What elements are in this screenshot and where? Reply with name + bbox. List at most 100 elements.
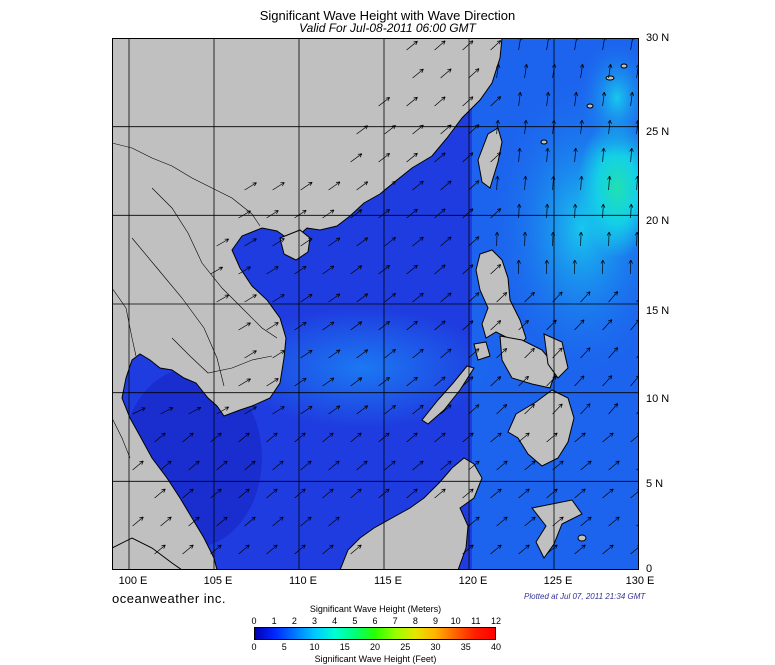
wave-arrow (356, 293, 369, 303)
wave-arrow (294, 209, 307, 219)
wave-arrow (546, 544, 558, 555)
wave-arrow (462, 376, 474, 387)
wave-arrow (496, 348, 508, 359)
wave-arrow (328, 516, 340, 527)
wave-arrow (356, 460, 368, 471)
wave-arrow (244, 460, 256, 471)
wave-arrow (490, 376, 502, 387)
land-taiwan (477, 127, 503, 189)
colorbar-meter-tick: 3 (311, 616, 318, 626)
chart-title: Significant Wave Height with Wave Direct… (259, 8, 516, 23)
wave-arrow (182, 432, 194, 443)
wave-arrow (412, 404, 424, 415)
wave-arrow (518, 432, 530, 443)
colorbar-feet-tick: 20 (369, 642, 381, 652)
colorbar-meter-tick: 7 (392, 616, 398, 626)
colorbar-title-meters: Significant Wave Height (Meters) (309, 604, 442, 614)
wave-arrow (490, 432, 502, 443)
wave-arrow (328, 293, 341, 303)
colorbar-meter-tick: 1 (271, 616, 277, 626)
wave-arrow (406, 152, 418, 163)
wave-arrow (350, 488, 362, 499)
wave-arrow (523, 175, 528, 191)
land-islet (577, 534, 587, 542)
wave-arrow (210, 544, 222, 555)
wave-arrow (522, 231, 528, 247)
wave-arrow (524, 403, 535, 415)
lat-label-0: 0 (646, 563, 653, 575)
wave-arrow (544, 259, 549, 275)
colorbar-meter-tick: 12 (490, 616, 502, 626)
wave-arrow (434, 96, 446, 107)
wave-arrow (440, 348, 452, 359)
wave-arrow (356, 237, 369, 247)
wave-arrow (238, 322, 251, 331)
wave-arrow (434, 488, 446, 499)
wave-arrow (300, 293, 313, 303)
wave-arrow (494, 231, 500, 247)
wave-arrow (608, 460, 620, 471)
wave-arrow (462, 320, 474, 331)
wave-arrow (412, 180, 424, 191)
colorbar-meter-tick: 6 (372, 616, 378, 626)
wave-arrow (490, 320, 502, 331)
wave-arrow (440, 292, 452, 303)
land-islet (586, 103, 594, 109)
wave-arrow (378, 209, 391, 219)
wave-arrow (546, 375, 557, 387)
wave-arrow (328, 237, 341, 247)
wave-arrow (552, 63, 557, 79)
wave-arrow (580, 460, 592, 471)
wave-arrow (462, 40, 474, 51)
wave-arrow (490, 152, 502, 163)
wave-arrow (300, 181, 313, 191)
colorbar-meter-tick: 9 (432, 616, 439, 626)
wave-arrow (350, 209, 363, 219)
wave-arrow (496, 404, 508, 415)
wave-arrow (524, 63, 529, 79)
wave-arrow (328, 181, 341, 191)
wave-arrow (552, 516, 564, 527)
lat-label-10n: 10 N (646, 393, 670, 405)
wave-arrow (574, 319, 585, 331)
wave-arrow (468, 348, 480, 359)
wave-arrow (328, 405, 341, 415)
land-islet (620, 63, 628, 69)
wave-arrow (238, 266, 251, 275)
land-mindoro (473, 341, 491, 361)
wave-arrow (518, 488, 530, 499)
wave-arrow (600, 259, 605, 275)
wave-arrow (434, 320, 446, 331)
wave-arrow (356, 125, 369, 135)
wave-arrow (406, 432, 418, 443)
colorbar-feet-tick: 35 (460, 642, 471, 652)
wave-arrow (573, 91, 579, 107)
wave-arrow (580, 516, 592, 527)
wave-arrow (154, 488, 166, 499)
wave-arrow (244, 182, 257, 191)
wave-arrow (490, 264, 502, 275)
wave-arrow (266, 432, 278, 443)
wave-arrow (216, 238, 229, 247)
wave-arrow (574, 432, 586, 443)
wave-arrow (294, 265, 307, 275)
wave-arrow (266, 266, 279, 275)
wave-arrow (468, 404, 480, 415)
lat-label-15n: 15 N (646, 305, 670, 317)
wave-arrow (244, 406, 257, 415)
wave-arrow (440, 180, 452, 191)
lat-label-20n: 20 N (646, 215, 670, 227)
wave-arrow (244, 350, 257, 359)
wave-height-map[interactable] (112, 38, 639, 570)
wave-arrow (384, 405, 396, 415)
wave-arrow (300, 460, 312, 471)
wave-arrow (406, 376, 418, 387)
colorbar-meter-tick: 8 (412, 616, 418, 626)
land-hainan (279, 229, 311, 261)
wave-arrow (468, 68, 480, 79)
wave-arrow (490, 96, 502, 107)
wave-arrow (434, 152, 446, 163)
wave-arrow (551, 119, 556, 135)
wave-arrow (608, 347, 619, 359)
wave-arrow (574, 375, 585, 387)
